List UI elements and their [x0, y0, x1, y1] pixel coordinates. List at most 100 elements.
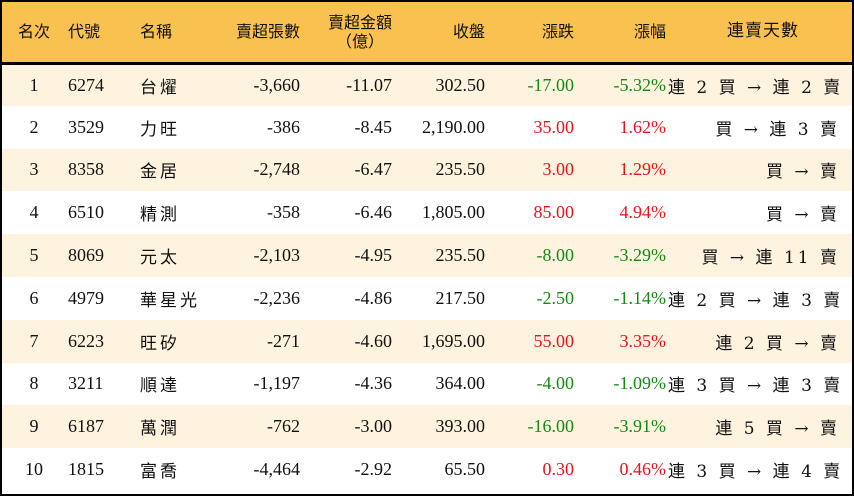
rank-cell: 4: [29, 202, 39, 223]
close-price-cell: 65.50: [444, 459, 486, 480]
change-pct-cell: -1.09%: [613, 373, 667, 394]
net-sell-lots-cell: -2,103: [253, 245, 301, 266]
streak-cell: 連 2 買 → 賣: [715, 333, 840, 354]
table-row: 5 8069 元太 -2,103 -4.95 235.50 -8.00 -3.2…: [2, 234, 852, 277]
net-sell-amount-cell: -11.07: [346, 74, 392, 95]
rank-cell: 3: [29, 159, 39, 180]
change-pct-cell: 4.94%: [619, 202, 667, 223]
header-net-sell-lots: 賣超張數: [235, 22, 300, 42]
stock-name-cell: 元太: [140, 248, 180, 269]
stock-code-cell: 3529: [68, 116, 104, 137]
change-cell: 0.30: [542, 459, 575, 480]
stock-name-cell: 順達: [140, 376, 180, 397]
table-body: 1 6274 台燿 -3,660 -11.07 302.50 -17.00 -5…: [2, 63, 852, 491]
streak-cell: 連 3 買 → 連 4 賣: [668, 462, 844, 483]
change-pct-cell: -5.32%: [613, 74, 667, 95]
streak-cell: 連 5 買 → 賣: [715, 419, 840, 440]
rank-cell: 7: [29, 330, 39, 351]
header-change: 漲跌: [541, 22, 574, 42]
header-close: 收盤: [452, 22, 485, 42]
change-cell: 3.00: [542, 159, 575, 180]
table-row: 8 3211 順達 -1,197 -4.36 364.00 -4.00 -1.0…: [2, 362, 852, 406]
stock-code-cell: 6510: [68, 202, 104, 223]
net-sell-amount-cell: -2.92: [354, 459, 393, 480]
stock-name-cell: 富喬: [140, 462, 180, 483]
header-row: 名次 代號 名稱 賣超張數 賣超金額 （億） 收盤 漲跌 漲幅 連賣天數: [2, 2, 852, 63]
net-sell-lots-cell: -2,748: [253, 159, 301, 180]
close-price-cell: 1,805.00: [422, 202, 485, 223]
net-sell-amount-cell: -6.47: [354, 159, 393, 180]
table-row: 10 1815 富喬 -4,464 -2.92 65.50 0.30 0.46%…: [2, 448, 852, 491]
net-sell-lots-cell: -271: [267, 330, 300, 351]
stock-code-cell: 6223: [68, 330, 104, 351]
table-row: 3 8358 金居 -2,748 -6.47 235.50 3.00 1.29%…: [2, 148, 852, 192]
header-net-sell-amount-line2: （億）: [335, 31, 384, 51]
stock-name-cell: 精測: [140, 205, 180, 226]
header-net-sell-amount-label: 賣超金額 （億）: [328, 13, 392, 51]
close-price-cell: 217.50: [435, 287, 486, 308]
rank-cell: 5: [29, 245, 39, 266]
net-sell-amount-cell: -4.36: [354, 373, 393, 394]
header-streak: 連賣天數: [727, 21, 799, 42]
close-price-cell: 235.50: [435, 245, 486, 266]
change-cell: -4.00: [536, 373, 575, 394]
net-sell-amount-cell: -4.60: [354, 330, 393, 351]
rank-cell: 1: [29, 74, 39, 95]
change-cell: -8.00: [536, 245, 575, 266]
table-row: 6 4979 華星光 -2,236 -4.86 217.50 -2.50 -1.…: [2, 276, 852, 320]
header-code: 代號: [68, 22, 101, 42]
header-net-sell-amount: 賣超金額 （億）: [304, 2, 396, 63]
stock-name-cell: 台燿: [140, 77, 180, 98]
net-sell-lots-cell: -2,236: [253, 287, 301, 308]
change-pct-cell: 3.35%: [619, 330, 667, 351]
rank-cell: 2: [29, 116, 39, 137]
stock-code-cell: 1815: [68, 459, 104, 480]
header-name: 名稱: [140, 22, 173, 42]
stock-name-cell: 金居: [140, 162, 180, 183]
header-rank: 名次: [17, 22, 50, 42]
streak-cell: 連 2 買 → 連 3 賣: [668, 290, 844, 311]
rank-cell: 8: [29, 373, 39, 394]
net-sell-amount-cell: -8.45: [354, 116, 393, 137]
change-pct-cell: -3.29%: [613, 245, 667, 266]
streak-cell: 買 → 連 11 賣: [701, 248, 840, 269]
streak-cell: 買 → 賣: [765, 162, 840, 183]
change-cell: 85.00: [533, 202, 575, 223]
stock-code-cell: 4979: [68, 287, 104, 308]
stock-name-cell: 萬潤: [140, 419, 180, 440]
close-price-cell: 364.00: [435, 373, 486, 394]
close-price-cell: 393.00: [435, 416, 486, 437]
stock-code-cell: 3211: [68, 373, 104, 394]
streak-cell: 連 3 買 → 連 3 賣: [668, 376, 844, 397]
change-cell: -2.50: [536, 287, 575, 308]
header-net-sell-amount-line1: 賣超金額: [327, 12, 392, 32]
net-sell-amount-cell: -3.00: [354, 416, 393, 437]
stock-code-cell: 6274: [68, 74, 104, 95]
stock-name-cell: 力旺: [140, 119, 180, 140]
table-row: 2 3529 力旺 -386 -8.45 2,190.00 35.00 1.62…: [2, 105, 852, 149]
change-cell: 35.00: [533, 116, 575, 137]
net-sell-amount-cell: -6.46: [354, 202, 393, 223]
table-row: 4 6510 精測 -358 -6.46 1,805.00 85.00 4.94…: [2, 191, 852, 235]
streak-cell: 連 2 買 → 連 2 賣: [668, 77, 844, 98]
close-price-cell: 235.50: [435, 159, 486, 180]
rank-cell: 9: [29, 416, 39, 437]
change-cell: -17.00: [527, 74, 575, 95]
net-sell-lots-cell: -358: [267, 202, 300, 223]
table-row: 9 6187 萬潤 -762 -3.00 393.00 -16.00 -3.91…: [2, 405, 852, 449]
close-price-cell: 1,695.00: [422, 330, 485, 351]
change-pct-cell: 1.29%: [619, 159, 667, 180]
stock-code-cell: 6187: [68, 416, 104, 437]
change-pct-cell: 1.62%: [619, 116, 667, 137]
stock-code-cell: 8358: [68, 159, 104, 180]
net-sell-lots-cell: -1,197: [253, 373, 301, 394]
net-sell-amount-cell: -4.95: [354, 245, 393, 266]
change-cell: 55.00: [533, 330, 575, 351]
header-change-pct: 漲幅: [633, 22, 666, 42]
stock-name-cell: 華星光: [140, 290, 200, 311]
stock-code-cell: 8069: [68, 245, 104, 266]
change-pct-cell: -1.14%: [613, 287, 667, 308]
change-pct-cell: -3.91%: [613, 416, 667, 437]
net-sell-amount-cell: -4.86: [354, 287, 393, 308]
